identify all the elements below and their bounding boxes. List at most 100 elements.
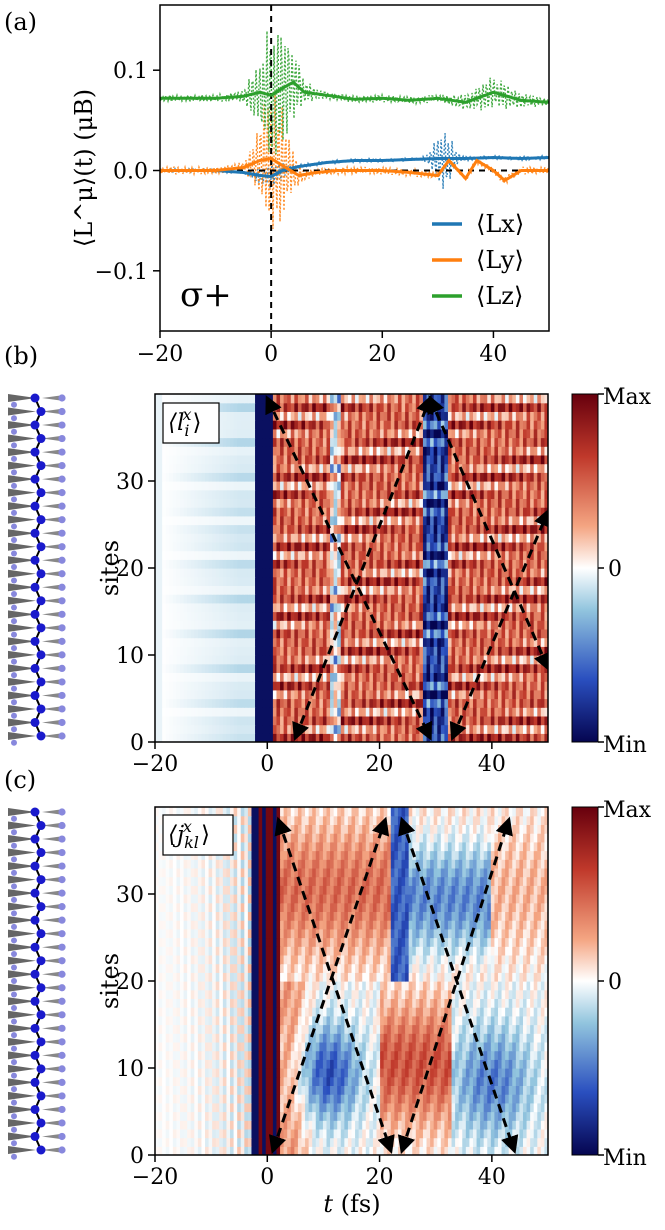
heatmap-cell	[223, 612, 227, 621]
heatmap-cell	[441, 446, 445, 455]
heatmap-cell	[198, 725, 202, 734]
heatmap-cell	[505, 690, 509, 699]
heatmap-cell	[412, 672, 416, 681]
heatmap-cell	[223, 629, 227, 638]
heatmap-cell	[405, 472, 409, 481]
heatmap-cell	[352, 394, 356, 403]
heatmap-cell	[237, 420, 241, 429]
heatmap-cell	[330, 585, 334, 594]
heatmap-cell	[359, 411, 363, 420]
heatmap-cell	[330, 568, 334, 577]
spin-arrow	[8, 570, 36, 578]
heatmap-cell	[255, 481, 259, 490]
heatmap-cell	[491, 585, 495, 594]
heatmap-cell	[294, 429, 298, 438]
heatmap-cell	[430, 707, 434, 716]
heatmap-cell	[441, 542, 445, 551]
heatmap-cell	[391, 438, 395, 447]
heatmap-cell	[427, 525, 431, 534]
heatmap-cell	[452, 664, 456, 673]
heatmap-cell	[319, 681, 323, 690]
heatmap-cell	[423, 664, 427, 673]
heatmap-cell	[280, 551, 284, 560]
heatmap-cell	[194, 394, 198, 403]
heatmap-cell	[469, 438, 473, 447]
heatmap-cell	[280, 542, 284, 551]
heatmap-cell	[498, 455, 502, 464]
heatmap-cell	[191, 603, 195, 612]
heatmap-cell	[341, 646, 345, 655]
heatmap-cell	[398, 612, 402, 621]
heatmap-cell	[184, 542, 188, 551]
heatmap-cell	[326, 403, 330, 412]
heatmap-cell	[534, 490, 538, 499]
heatmap-cell	[534, 403, 538, 412]
heatmap-cell	[316, 568, 320, 577]
heatmap-cell	[230, 403, 234, 412]
heatmap-cell	[423, 429, 427, 438]
heatmap-cell	[466, 620, 470, 629]
heatmap-cell	[419, 681, 423, 690]
heatmap-cell	[441, 455, 445, 464]
heatmap-cell	[387, 516, 391, 525]
heatmap-cell	[527, 664, 531, 673]
heatmap-cell	[487, 551, 491, 560]
heatmap-cell	[530, 681, 534, 690]
heatmap-cell	[491, 664, 495, 673]
heatmap-cell	[523, 481, 527, 490]
heatmap-cell	[266, 612, 270, 621]
heatmap-cell	[394, 646, 398, 655]
heatmap-cell	[330, 455, 334, 464]
heatmap-cell	[430, 1146, 434, 1155]
heatmap-cell	[402, 498, 406, 507]
heatmap-cell	[491, 690, 495, 699]
heatmap-cell	[369, 568, 373, 577]
heatmap-cell	[512, 525, 516, 534]
heatmap-cell	[216, 638, 220, 647]
heatmap-cell	[209, 490, 213, 499]
heatmap-cell	[537, 716, 541, 725]
heatmap-cell	[444, 542, 448, 551]
heatmap-cell	[434, 638, 438, 647]
heatmap-cell	[341, 472, 345, 481]
heatmap-cell	[348, 690, 352, 699]
heatmap-cell	[241, 516, 245, 525]
heatmap-cell	[159, 612, 163, 621]
heatmap-cell	[430, 542, 434, 551]
heatmap-cell	[509, 733, 513, 742]
heatmap-cell	[512, 629, 516, 638]
heatmap-cell	[191, 490, 195, 499]
heatmap-cell	[441, 559, 445, 568]
chain-atom-light	[58, 957, 65, 964]
heatmap-cell	[462, 725, 466, 734]
heatmap-cell	[305, 585, 309, 594]
heatmap-cell	[337, 403, 341, 412]
heatmap-cell	[287, 1146, 291, 1155]
heatmap-cell	[505, 629, 509, 638]
heatmap-cell	[201, 464, 205, 473]
heatmap-cell	[427, 646, 431, 655]
heatmap-cell	[441, 707, 445, 716]
heatmap-cell	[427, 716, 431, 725]
heatmap-cell	[359, 690, 363, 699]
heatmap-cell	[341, 585, 345, 594]
heatmap-cell	[509, 438, 513, 447]
heatmap-cell	[502, 472, 506, 481]
chain-atom-light	[11, 564, 17, 570]
heatmap-cell	[494, 568, 498, 577]
chain-atom-light	[58, 570, 65, 577]
heatmap-cell	[234, 612, 238, 621]
heatmap-cell	[176, 603, 180, 612]
heatmap-cell	[212, 568, 216, 577]
heatmap-cell	[187, 464, 191, 473]
heatmap-cell	[512, 481, 516, 490]
heatmap-cell	[201, 490, 205, 499]
heatmap-cell	[309, 411, 313, 420]
heatmap-cell	[377, 699, 381, 708]
heatmap-cell	[502, 464, 506, 473]
heatmap-cell	[309, 394, 313, 403]
heatmap-cell	[430, 429, 434, 438]
heatmap-cell	[173, 446, 177, 455]
heatmap-cell	[273, 542, 277, 551]
